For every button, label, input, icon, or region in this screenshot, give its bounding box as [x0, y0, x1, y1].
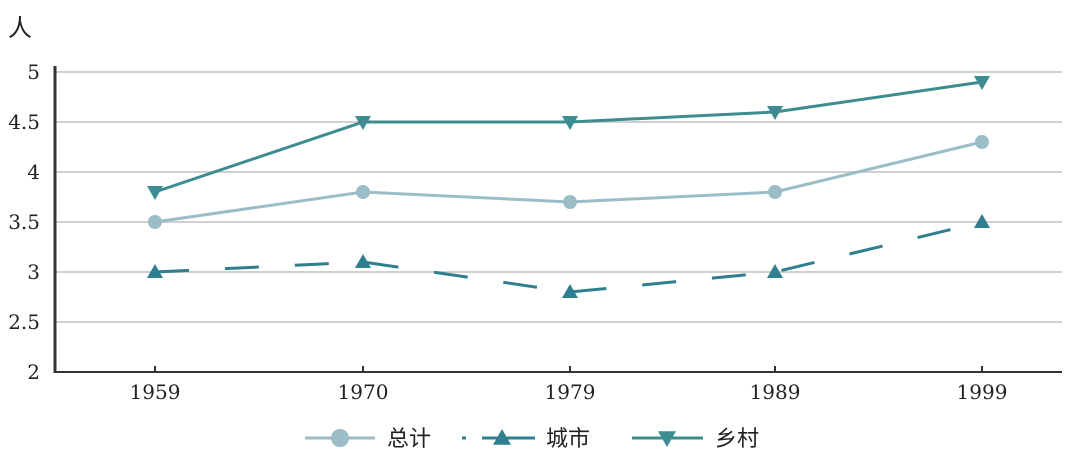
series-line — [154, 140, 983, 224]
y-tick-label: 2 — [27, 360, 40, 384]
x-tick-label: 1979 — [545, 380, 596, 404]
y-tick-label: 3.5 — [8, 210, 40, 234]
legend-item-3: 乡村 — [632, 427, 759, 450]
series-3 — [147, 76, 990, 200]
data-point — [355, 254, 371, 268]
series-1 — [148, 135, 989, 229]
data-point — [331, 429, 349, 447]
y-axis-unit-label: 人 — [8, 14, 32, 42]
series-2 — [147, 214, 990, 298]
legend-item-1: 总计 — [305, 427, 431, 450]
data-point — [147, 264, 163, 278]
data-point — [147, 186, 163, 200]
series-line — [154, 220, 983, 294]
x-tick-label: 1959 — [130, 380, 181, 404]
data-point — [562, 284, 578, 298]
legend-label: 总计 — [387, 427, 431, 450]
data-point — [767, 106, 783, 120]
legend-label: 城市 — [546, 427, 590, 450]
data-point — [974, 76, 990, 90]
legend: 总计 城市 乡村 — [305, 427, 759, 450]
data-point — [356, 185, 370, 199]
data-point — [974, 214, 990, 228]
data-point — [562, 116, 578, 130]
data-point — [148, 215, 162, 229]
x-tick-labels: 1959 1970 1979 1989 1999 — [130, 366, 1008, 404]
x-tick-label: 1970 — [338, 380, 389, 404]
data-point — [768, 185, 782, 199]
series-group — [147, 76, 990, 298]
data-point — [563, 195, 577, 209]
data-point — [355, 116, 371, 130]
data-point — [658, 431, 676, 447]
legend-item-2: 城市 — [462, 427, 590, 450]
y-tick-labels: 2 2.5 3 3.5 4 4.5 5 — [8, 60, 40, 384]
data-point — [975, 135, 989, 149]
series-line — [154, 80, 983, 194]
x-tick-label: 1999 — [957, 380, 1008, 404]
axes — [53, 66, 1062, 373]
x-tick-label: 1989 — [750, 380, 801, 404]
y-tick-label: 2.5 — [8, 310, 40, 334]
data-point — [767, 264, 783, 278]
data-point — [493, 429, 511, 445]
legend-label: 乡村 — [715, 427, 759, 450]
y-tick-label: 5 — [27, 60, 40, 84]
y-tick-label: 4 — [27, 160, 40, 184]
y-tick-label: 4.5 — [8, 110, 40, 134]
y-tick-label: 3 — [27, 260, 40, 284]
gridlines — [55, 71, 1062, 323]
